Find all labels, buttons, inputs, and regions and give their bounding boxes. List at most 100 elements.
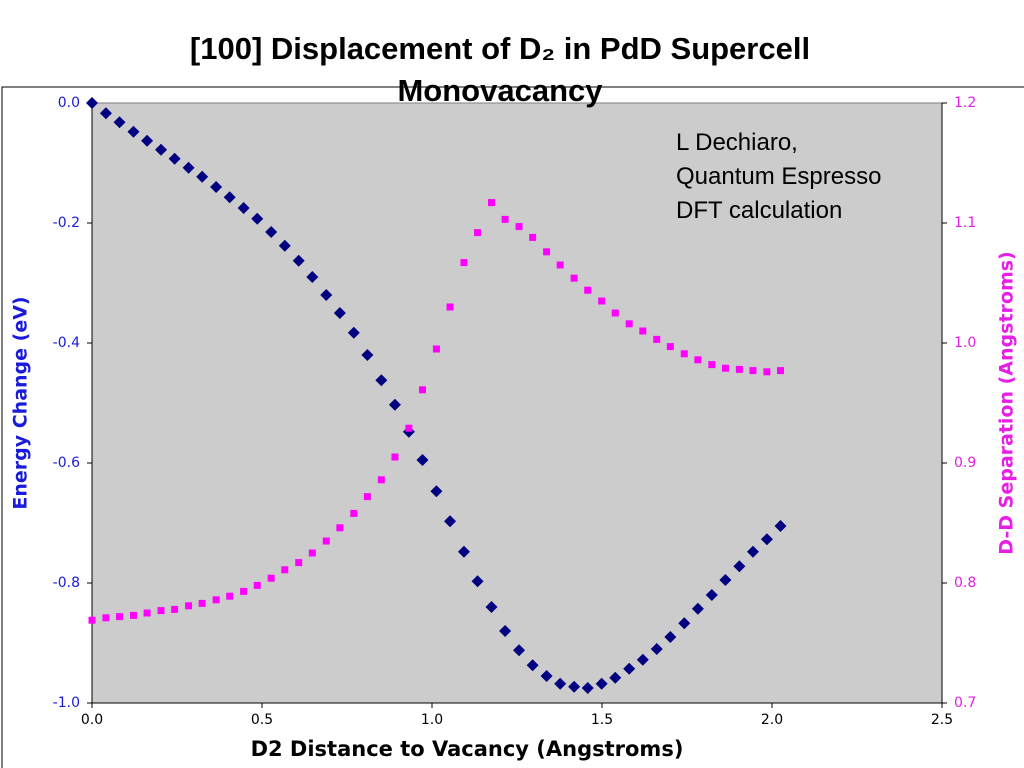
point — [760, 533, 773, 546]
y-axis-label: Energy Change (eV) — [10, 296, 32, 509]
point — [102, 614, 110, 622]
point — [595, 677, 608, 690]
point — [678, 617, 691, 630]
y2-tick-label: 1.2 — [954, 95, 976, 111]
point — [529, 233, 537, 241]
point — [611, 309, 619, 317]
point — [388, 398, 401, 411]
y2-tick-label: 0.8 — [954, 575, 976, 591]
point — [363, 493, 371, 501]
point — [636, 653, 649, 666]
point — [584, 286, 592, 294]
point — [237, 202, 250, 214]
point — [185, 602, 193, 610]
point — [281, 566, 289, 574]
point — [391, 453, 399, 461]
point — [708, 361, 716, 369]
y-tick-label: 0.0 — [58, 95, 80, 111]
point — [113, 116, 126, 129]
point — [499, 625, 512, 637]
point — [457, 545, 470, 558]
point — [721, 364, 729, 372]
point — [733, 560, 746, 573]
point — [694, 356, 702, 364]
y2-tick-label: 1.0 — [954, 335, 976, 351]
point — [168, 152, 181, 165]
point — [251, 212, 264, 225]
x-tick-label: 1.5 — [591, 712, 613, 728]
point — [513, 644, 526, 657]
point — [182, 161, 195, 174]
point — [650, 643, 663, 655]
point — [416, 454, 429, 466]
point — [292, 254, 305, 267]
point — [609, 671, 622, 684]
point — [719, 574, 732, 586]
point — [88, 616, 96, 624]
point — [171, 605, 179, 613]
point — [749, 367, 757, 375]
point — [515, 223, 523, 231]
point — [471, 575, 484, 588]
point — [253, 581, 261, 589]
point — [223, 191, 236, 204]
point — [774, 520, 787, 532]
point — [568, 680, 581, 693]
point — [446, 303, 454, 311]
point — [198, 599, 206, 607]
annotation: L Dechiaro, Quantum Espresso DFT calcula… — [676, 129, 882, 224]
point — [320, 289, 333, 301]
y2-axis-label: D-D Separation (Angstroms) — [996, 251, 1018, 555]
point — [554, 677, 567, 690]
point — [350, 509, 358, 517]
point — [267, 574, 275, 582]
point — [680, 350, 688, 358]
point — [361, 349, 374, 361]
point — [735, 365, 743, 373]
point — [540, 670, 553, 682]
point — [777, 367, 784, 375]
point — [526, 659, 539, 672]
point — [543, 248, 551, 256]
point — [347, 326, 360, 339]
y-tick-label: -0.6 — [53, 455, 80, 471]
x-tick-label: 1.0 — [421, 712, 443, 728]
x-tick-label: 2.0 — [761, 712, 783, 728]
chart-frame — [1, 86, 1024, 768]
point — [306, 271, 319, 283]
point — [432, 345, 440, 353]
y-tick-label: -0.8 — [53, 575, 80, 591]
point — [666, 343, 674, 351]
point — [226, 592, 234, 600]
point — [116, 613, 124, 621]
point — [99, 107, 112, 120]
point — [210, 181, 223, 193]
point — [570, 274, 578, 282]
point — [746, 545, 759, 558]
point — [336, 524, 344, 532]
point — [430, 485, 443, 498]
point — [653, 335, 661, 343]
point — [295, 559, 303, 567]
point — [322, 537, 330, 545]
point — [763, 368, 771, 376]
y2-tick-label: 1.1 — [954, 215, 976, 231]
x-axis-label: D2 Distance to Vacancy (Angstroms) — [251, 737, 684, 761]
point — [333, 307, 346, 319]
point — [664, 631, 677, 643]
point — [86, 97, 98, 109]
y-tick-label: -0.2 — [53, 215, 80, 231]
point — [278, 239, 291, 252]
point — [460, 259, 468, 267]
x-tick-label: 0.5 — [251, 712, 273, 728]
point — [265, 226, 278, 238]
point — [375, 374, 388, 387]
point — [474, 229, 482, 237]
point — [444, 515, 457, 528]
y-tick-label: -0.4 — [53, 335, 80, 351]
point — [598, 297, 606, 305]
point — [155, 143, 168, 156]
point — [623, 662, 636, 675]
